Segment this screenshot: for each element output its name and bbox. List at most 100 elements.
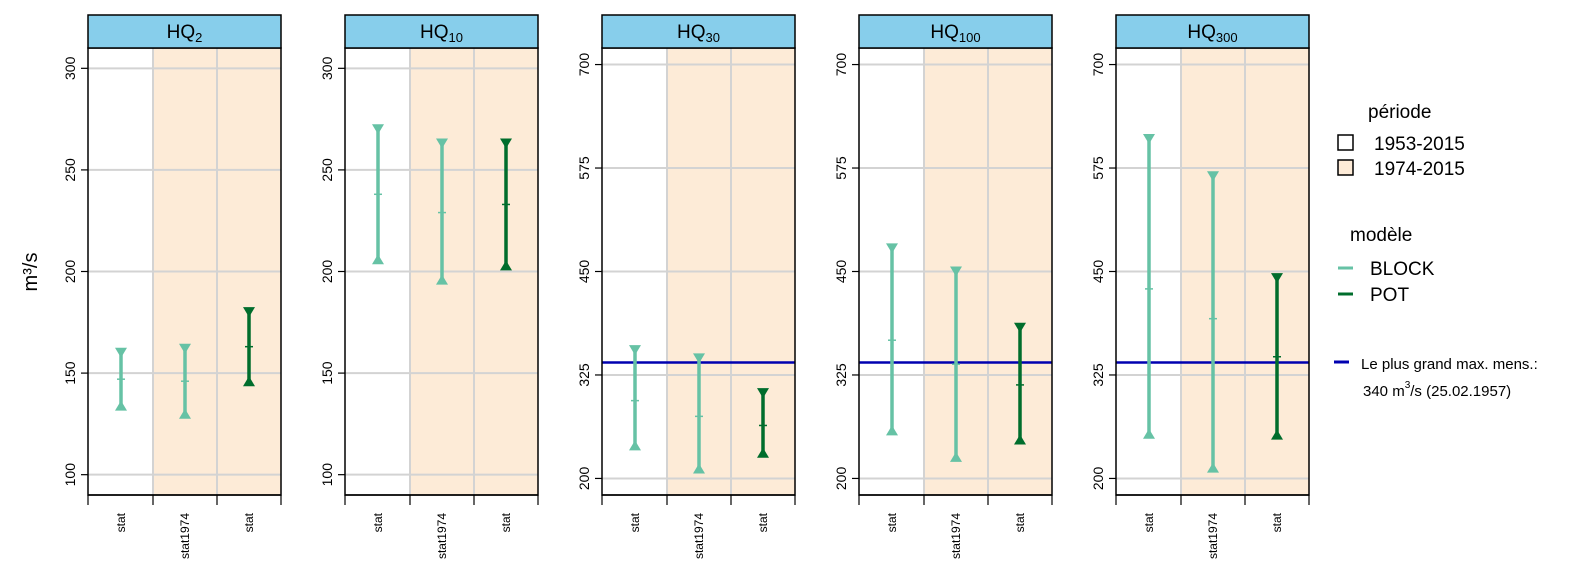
y-tick-label: 200 [576, 467, 592, 491]
y-tick-label: 200 [833, 467, 849, 491]
panel-hq100: HQ100 200 325 450 575 700 stat stat1974 stat [833, 14, 1053, 559]
panel-title-base: HQ [677, 22, 706, 43]
y-tick-label: 575 [1090, 156, 1106, 180]
upper-bound-marker [950, 266, 962, 277]
y-tick-label: 150 [62, 361, 78, 385]
upper-bound-marker [500, 138, 512, 149]
lower-bound-marker [1271, 429, 1283, 440]
upper-bound-marker [436, 138, 448, 149]
y-tick-label: 150 [319, 361, 335, 385]
y-tick-label: 200 [62, 260, 78, 284]
y-tick-label: 700 [833, 53, 849, 77]
panel-title: HQ10 [420, 22, 463, 45]
upper-bound-marker [243, 307, 255, 318]
lower-bound-marker [886, 425, 898, 436]
panel-title-base: HQ [1187, 22, 1216, 43]
panel-hq2: HQ2 100 150 200 250 300 stat stat1974 stat [62, 14, 282, 559]
y-tick-label: 250 [62, 158, 78, 182]
x-tick-label: stat [499, 512, 513, 532]
panel-title-sub: 30 [706, 30, 720, 45]
panel-strip [344, 14, 539, 49]
x-tick-label: stat1974 [178, 513, 192, 559]
panel-strip [1115, 14, 1310, 49]
upper-bound-marker [179, 343, 191, 354]
y-tick-label: 325 [576, 363, 592, 387]
y-tick-label: 200 [319, 260, 335, 284]
y-tick-label: 575 [833, 156, 849, 180]
legend: période 1953-2015 1974-2015 modèle BLOCK POT L… [1334, 102, 1538, 400]
x-tick-label: stat1974 [435, 513, 449, 559]
x-tick-label: stat [1013, 512, 1027, 532]
y-tick-label: 250 [319, 158, 335, 182]
x-tick-label: stat [756, 512, 770, 532]
x-tick-label: stat [242, 512, 256, 532]
panel-strip [601, 14, 796, 49]
lower-bound-marker [1207, 462, 1219, 473]
upper-bound-marker [1143, 134, 1155, 145]
lower-bound-marker [693, 463, 705, 474]
lower-bound-marker [243, 376, 255, 387]
legend-period-swatch [1337, 159, 1354, 176]
upper-bound-marker [757, 388, 769, 399]
lower-bound-marker [372, 254, 384, 265]
lower-bound-marker [950, 451, 962, 462]
y-tick-label: 100 [319, 463, 335, 487]
upper-bound-marker [372, 124, 384, 135]
legend-model-title: modèle [1350, 225, 1412, 246]
x-tick-label: stat [628, 512, 642, 532]
y-axis-label: m³/s [20, 253, 42, 292]
panel-title: HQ2 [167, 22, 203, 45]
panel-hq300: HQ300 200 325 450 575 700 stat stat1974 stat [1090, 14, 1310, 559]
y-tick-label: 200 [1090, 467, 1106, 491]
x-tick-label: stat [114, 512, 128, 532]
lower-bound-marker [500, 260, 512, 271]
upper-bound-marker [693, 353, 705, 364]
panel-strip [858, 14, 1053, 49]
panel-title-sub: 100 [959, 30, 981, 45]
panel-hq10: HQ10 100 150 200 250 300 stat stat1974 stat [319, 14, 539, 559]
x-tick-label: stat [885, 512, 899, 532]
lower-bound-marker [757, 447, 769, 458]
lower-bound-marker [179, 408, 191, 419]
legend-period-label: 1953-2015 [1374, 134, 1465, 155]
legend-record-sup: 3 [1405, 380, 1411, 391]
panel-title: HQ100 [930, 22, 980, 45]
y-tick-label: 450 [576, 260, 592, 284]
x-tick-label: stat1974 [692, 513, 706, 559]
legend-model-label: POT [1370, 285, 1409, 306]
lower-bound-marker [1143, 428, 1155, 439]
lower-bound-marker [115, 400, 127, 411]
panel-title-base: HQ [167, 22, 196, 43]
y-tick-label: 300 [319, 56, 335, 80]
legend-period-title: période [1368, 102, 1431, 123]
panel-hq30: HQ30 200 325 450 575 700 stat stat1974 stat [576, 14, 796, 559]
legend-period-label: 1974-2015 [1374, 159, 1465, 180]
legend-period-swatch [1337, 134, 1354, 151]
lower-bound-marker [629, 440, 641, 451]
x-tick-label: stat1974 [949, 513, 963, 559]
panel-title-base: HQ [930, 22, 959, 43]
panel-title-sub: 10 [449, 30, 463, 45]
panel-title: HQ30 [677, 22, 720, 45]
y-tick-label: 450 [833, 260, 849, 284]
x-tick-label: stat [1270, 512, 1284, 532]
y-tick-label: 700 [1090, 53, 1106, 77]
panel-title-base: HQ [420, 22, 449, 43]
upper-bound-marker [629, 345, 641, 356]
panel-title-sub: 300 [1216, 30, 1238, 45]
upper-bound-marker [1271, 273, 1283, 284]
lower-bound-marker [1014, 434, 1026, 445]
x-tick-label: stat1974 [1206, 513, 1220, 559]
legend-record-line1: Le plus grand max. mens.: [1361, 356, 1538, 373]
upper-bound-marker [1014, 322, 1026, 333]
panel-strip [87, 14, 282, 49]
legend-record-value: 340 m [1363, 383, 1405, 400]
panel-title-sub: 2 [195, 30, 202, 45]
upper-bound-marker [115, 347, 127, 358]
legend-record-line2: 340 m3/s (25.02.1957) [1363, 380, 1511, 400]
upper-bound-marker [1207, 171, 1219, 182]
y-tick-label: 450 [1090, 260, 1106, 284]
legend-model-label: BLOCK [1370, 259, 1435, 280]
